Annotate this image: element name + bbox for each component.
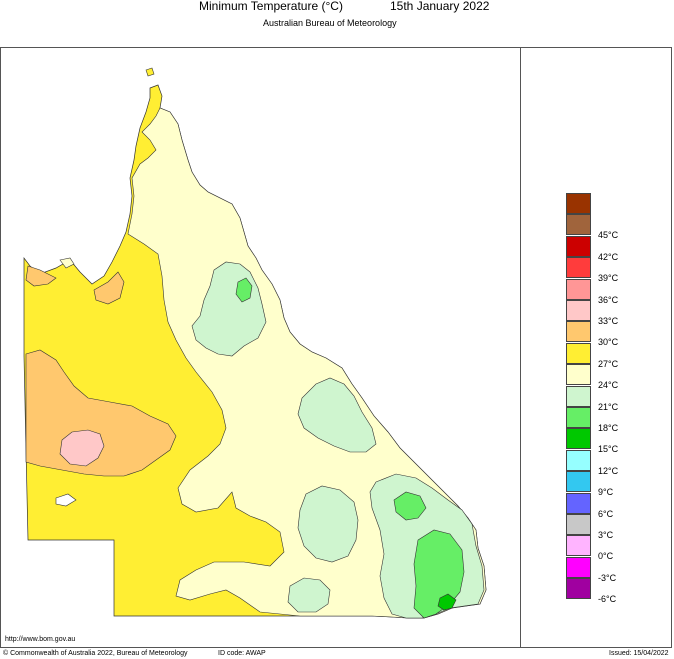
legend-swatch [566,428,591,450]
legend-label: -3°C [598,572,617,583]
legend-divider [520,47,521,648]
legend-label: 39°C [598,273,619,284]
legend-label: 3°C [598,530,614,540]
legend-swatch [566,535,591,557]
region-18-21-c [297,485,359,563]
legend-label: 21°C [598,401,619,412]
issued-date: Issued: 15/04/2022 [609,650,669,657]
map-title: Minimum Temperature (°C) [199,0,343,13]
source-url[interactable]: http://www.bom.gov.au [5,636,76,643]
legend-label: -6°C [598,594,617,605]
legend-swatch [566,214,591,236]
region-12-15 [437,593,457,611]
legend-label: 33°C [598,316,619,326]
legend-swatch [566,492,591,514]
map-subtitle: Australian Bureau of Meteorology [263,18,397,28]
region-18-21-d [287,577,331,613]
map-frame [0,47,672,648]
title-row: Minimum Temperature (°C) 15th January 20… [0,0,674,14]
map-date: 15th January 2022 [390,0,490,13]
legend-swatch [566,385,591,407]
legend-swatch [566,300,591,321]
legend-swatch [566,342,591,364]
region-15-18-a [235,277,253,303]
legend-swatch [566,278,591,300]
island-north [145,67,155,77]
legend-swatch [566,235,591,257]
id-code: ID code: AWAP [218,650,266,657]
legend-swatch [566,407,591,428]
region-33-36 [59,429,105,467]
legend-swatch [566,321,591,343]
legend-swatch [566,556,591,578]
legend-label: 36°C [598,294,619,305]
legend-label: 45°C [598,230,619,241]
legend-label: 9°C [598,487,614,498]
island-mornington [59,257,75,269]
queensland-map [23,67,487,619]
legend-swatch [566,578,591,600]
legend-swatch [566,514,591,535]
legend-swatch [566,193,591,214]
legend-label: 42°C [598,251,619,262]
copyright-text: © Commonwealth of Australia 2022, Bureau… [3,650,188,657]
region-15-18-b [393,491,427,521]
legend-label: 18°C [598,423,619,433]
legend-label: 30°C [598,337,619,348]
region-27-30-gulf [93,271,125,305]
legend-swatch [566,471,591,493]
legend-swatch [566,257,591,279]
region-27-30-north [25,265,57,287]
legend-label: 15°C [598,444,619,455]
lake-inland [55,493,77,507]
legend-swatch [566,364,591,386]
legend-label: 12°C [598,465,619,476]
legend-label: 27°C [598,358,619,369]
legend-label: 0°C [598,551,614,562]
legend-swatch [566,449,591,471]
legend-label: 6°C [598,508,614,519]
legend-label: 24°C [598,380,619,391]
region-18-21-b [297,377,377,453]
